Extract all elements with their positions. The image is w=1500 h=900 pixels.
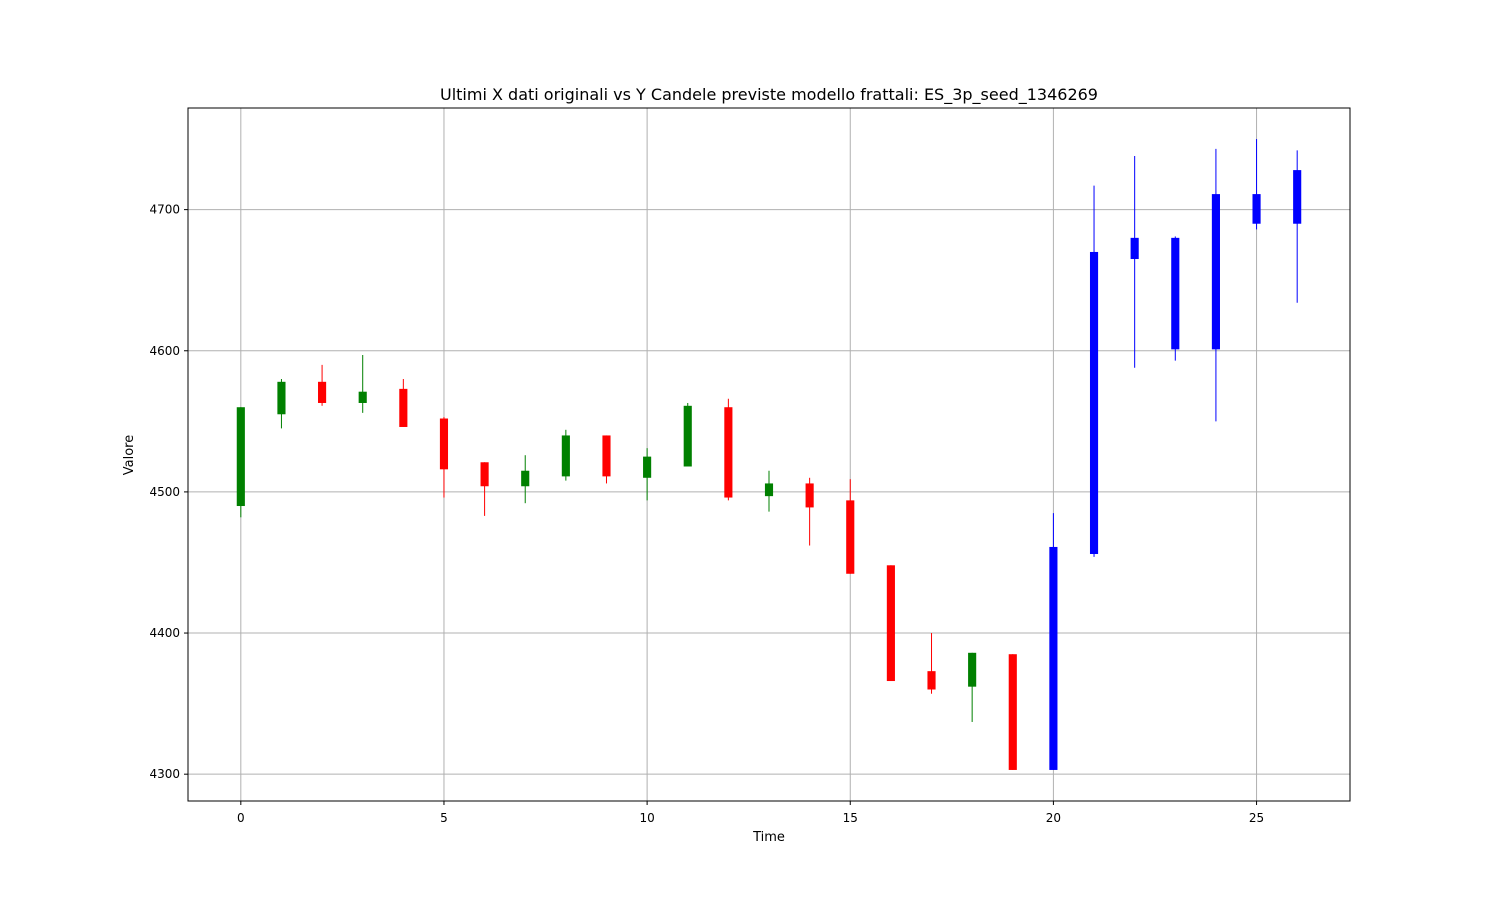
candle-body [358,391,367,403]
candle-body [724,407,733,498]
candle-body [1089,251,1099,555]
candle [724,398,733,501]
candle-body [1293,170,1302,224]
candle [846,479,855,574]
candle-body [277,381,286,415]
candle [561,429,570,481]
candle-body [561,435,570,477]
candle [318,364,327,406]
y-tick-label: 4400 [149,626,180,640]
candle-body [968,652,977,687]
candle [1089,185,1099,557]
candle [764,470,774,512]
y-axis-label: Valore [122,435,137,475]
plot-frame [187,107,1351,802]
candle-body [846,500,855,574]
x-tick-label: 20 [1046,811,1061,825]
candle [927,633,936,694]
candle [1171,236,1180,361]
candle-body [480,462,489,487]
x-tick-label: 5 [440,811,448,825]
y-tick-label: 4500 [149,485,180,499]
x-tick-label: 0 [237,811,245,825]
candle [236,407,245,518]
y-tick-label: 4300 [149,767,180,781]
grid [188,108,1350,801]
candle [643,448,652,501]
candle [886,565,895,682]
candle [521,455,530,504]
candle [968,652,977,722]
candle [1252,139,1261,230]
candle [439,417,449,498]
candle-body [1008,654,1017,770]
candle-body [1211,194,1220,350]
candle-body [886,565,895,682]
x-tick-label: 25 [1249,811,1264,825]
candle [480,462,489,516]
candle-body [764,483,774,497]
candle-body [805,483,814,508]
candle [805,477,814,546]
y-tick-label: 4700 [149,203,180,217]
candle [1049,513,1058,770]
candle [399,378,408,427]
candle [358,354,367,413]
candle-body [236,407,245,507]
y-tick-label: 4600 [149,344,180,358]
chart-title: Ultimi X dati originali vs Y Candele pre… [440,85,1098,105]
candle [277,378,286,429]
candle [1211,148,1220,422]
candle-body [318,381,327,403]
candle [1130,155,1139,368]
x-axis-label: Time [752,830,785,845]
candle-body [521,470,530,487]
candle-body [683,405,692,467]
candle [602,435,611,484]
candle-body [1252,194,1261,224]
candle-body [1049,546,1058,770]
candle [1008,654,1017,770]
candle-body [399,388,408,427]
candle-body [602,435,611,477]
x-tick-label: 10 [639,811,654,825]
ticks: 0 5 10 15 20 25 4300 4400 4500 4600 4700 [149,203,1264,825]
candle [1293,150,1302,303]
candle-body [1130,237,1139,260]
candle-body [1171,237,1180,350]
candles [236,139,1302,770]
candle [683,402,692,467]
x-tick-label: 15 [843,811,858,825]
candle-body [439,418,449,470]
candle-body [643,456,652,478]
candle-body [927,671,936,690]
